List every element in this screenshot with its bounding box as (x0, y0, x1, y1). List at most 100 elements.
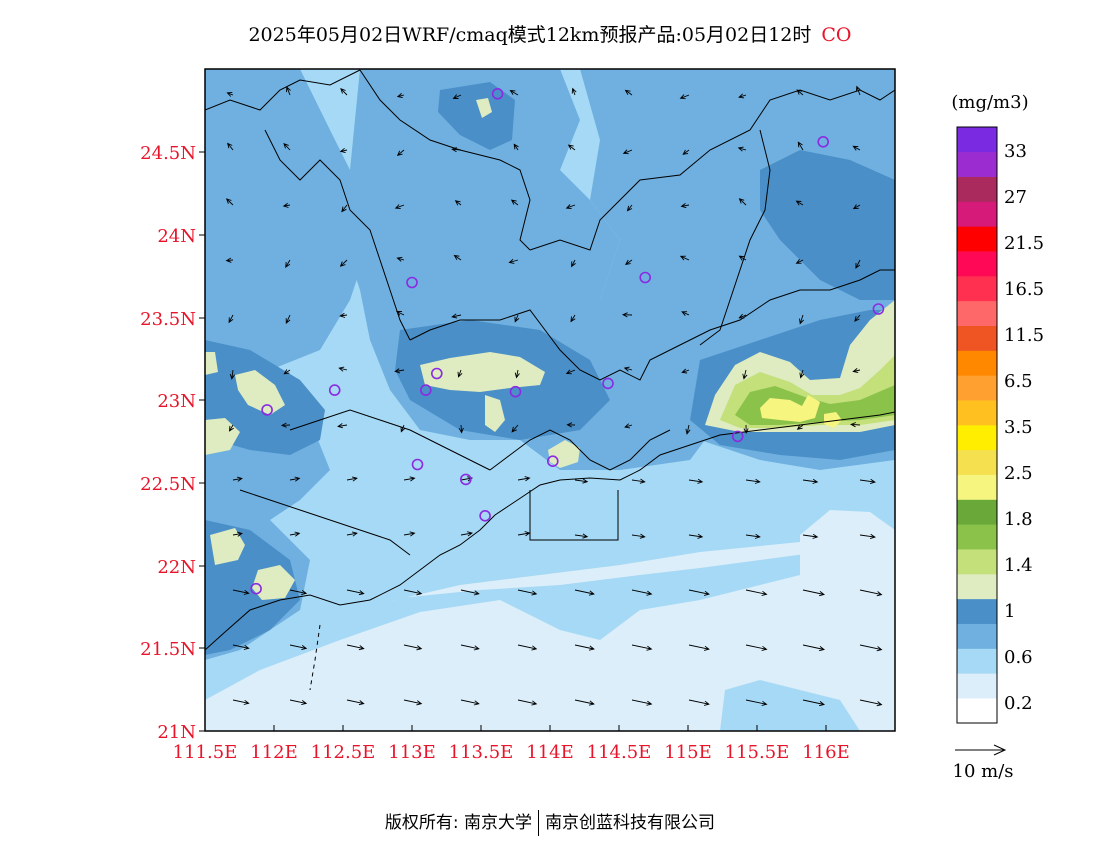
wind-arrow (797, 141, 804, 151)
wind-arrow (631, 644, 653, 651)
legend-label: 2.5 (1004, 463, 1033, 484)
wind-arrow (346, 589, 365, 596)
wind-arrow (738, 93, 747, 99)
wind-arrow (622, 149, 633, 155)
wind-arrow (451, 313, 462, 319)
wind-arrow (458, 424, 464, 434)
colorbar-swatch (957, 449, 997, 475)
wind-arrow (802, 644, 826, 652)
legend-label: 11.5 (1004, 325, 1044, 346)
wind-arrow (338, 366, 348, 372)
east-plume-2-5 (760, 395, 820, 422)
wind-arrow (631, 533, 646, 539)
northeast-core-0-8 (760, 150, 895, 300)
colorbar-legend: (mg/m3) 0.2 0.6 1 1.4 1.8 2.5 3.5 6.5 11… (951, 92, 1044, 724)
wind-arrow (631, 478, 646, 484)
wind-arrow (517, 699, 538, 706)
station-marker (731, 430, 744, 443)
southwest-core-1 (210, 528, 245, 565)
lon-tick-label: 113E (388, 742, 436, 763)
lat-tick-label: 24.5N (140, 143, 196, 164)
wind-arrow (859, 699, 883, 707)
wind-arrow (852, 204, 861, 210)
wind-reference-label: 10 m/s (953, 761, 1014, 782)
wind-arrow (346, 699, 365, 706)
copyright-right: 南京创蓝科技有限公司 (545, 813, 716, 833)
wind-arrow (340, 87, 348, 96)
station-marker (817, 136, 830, 148)
wind-arrow (395, 311, 405, 316)
wind-arrow (289, 476, 301, 482)
wind-reference: 10 m/s (953, 744, 1014, 782)
wind-arrow (226, 91, 234, 97)
wind-arrow (517, 476, 531, 482)
wind-arrow (451, 147, 462, 153)
wind-arrow (511, 424, 519, 433)
colorbar-swatch (957, 151, 997, 177)
east-plume-2-5b (824, 412, 842, 428)
wind-arrow (624, 259, 633, 265)
ocean-offshore-band (720, 680, 860, 731)
wind-arrow (688, 533, 704, 539)
ocean-nearshore-band (205, 545, 895, 700)
station-marker (419, 384, 432, 396)
wind-arrow (346, 644, 365, 651)
wind-arrow (738, 313, 747, 319)
southwest-core-1b (252, 565, 295, 600)
lat-tick-label: 23N (157, 391, 196, 412)
colorbar-swatch (957, 276, 997, 302)
lat-tick-label: 21N (157, 722, 196, 743)
border-north-1 (205, 69, 361, 111)
wind-arrow (745, 644, 768, 651)
border-north-2 (359, 69, 531, 251)
colorbar-swatch (957, 325, 997, 351)
station-marker (479, 509, 491, 522)
west-strip-1 (205, 352, 218, 375)
wind-arrow (517, 644, 538, 651)
wind-arrow (453, 254, 462, 261)
southeast-core-1 (548, 440, 580, 468)
wind-arrow (574, 644, 595, 651)
wind-arrow (688, 699, 710, 706)
border-dashed-sea (309, 624, 321, 691)
wind-arrow (745, 589, 768, 596)
legend-label: 3.5 (1004, 417, 1033, 438)
wind-arrow (859, 644, 883, 652)
north-band-0-6 (205, 69, 370, 370)
wind-arrow (570, 314, 576, 323)
wind-arrow (574, 699, 595, 706)
central-finger-1 (485, 395, 505, 432)
wind-arrow (738, 255, 747, 261)
copyright-footer: 版权所有: 南京大学 南京创蓝科技有限公司 (0, 808, 1100, 836)
lat-tick-label: 24N (157, 226, 196, 247)
wind-arrow (566, 422, 576, 428)
wind-arrow (289, 589, 308, 596)
station-marker (639, 271, 652, 284)
wind-arrow (225, 198, 234, 206)
wind-arrow (339, 259, 348, 267)
wind-arrow (396, 149, 405, 156)
legend-label: 16.5 (1004, 279, 1044, 300)
wind-arrow (624, 423, 633, 429)
wind-arrow (289, 699, 308, 706)
wind-arrow (460, 644, 480, 651)
lon-tick-label: 114.5E (587, 742, 652, 763)
wind-arrow (745, 533, 761, 539)
wind-arrow (626, 204, 633, 212)
station-marker (546, 455, 559, 468)
wind-arrow (285, 259, 291, 269)
wind-arrow (682, 149, 690, 155)
species-label: CO (821, 24, 852, 46)
station-marker (872, 303, 885, 315)
wind-arrow (346, 476, 358, 482)
lon-tick-label: 115.5E (725, 742, 790, 763)
lon-tick-label: 111.5E (173, 742, 238, 763)
wind-arrow (567, 144, 576, 151)
wind-arrow (394, 204, 405, 210)
wind-arrow (510, 199, 519, 206)
colorbar-swatch (957, 176, 997, 202)
legend-label: 0.2 (1004, 693, 1033, 714)
wind-arrow (282, 202, 291, 208)
wind-arrow (289, 531, 301, 537)
wind-arrow (232, 531, 243, 537)
